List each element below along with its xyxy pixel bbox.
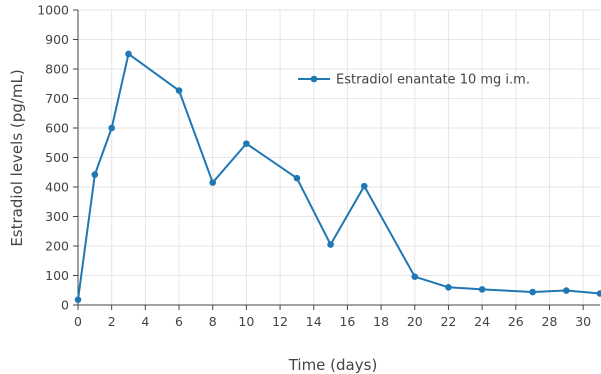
- data-point: [125, 50, 132, 58]
- series-group: [74, 50, 601, 303]
- data-point: [445, 284, 452, 291]
- y-tick-label: 800: [45, 62, 69, 77]
- x-tick-label: 6: [175, 314, 183, 329]
- y-tick-label: 1000: [37, 3, 69, 18]
- x-tick-label: 26: [508, 314, 524, 329]
- x-tick-label: 8: [209, 314, 217, 329]
- data-point: [529, 288, 536, 296]
- x-tick-label: 12: [272, 314, 288, 329]
- data-point: [108, 124, 115, 132]
- x-axis-title: Time (days): [288, 356, 378, 374]
- legend-swatch-marker: [310, 75, 318, 83]
- data-point: [209, 179, 217, 186]
- data-point: [411, 273, 419, 280]
- y-axis-ticks: 0 100 200 300 400 500 600 700 800 900 1000: [37, 3, 78, 313]
- x-axis-ticks: 0 2 4 6 8 10 12 14 16 18 20 22 24 26 28 30: [74, 305, 591, 329]
- y-tick-label: 600: [45, 121, 69, 136]
- legend-label: Estradiol enantate 10 mg i.m.: [336, 73, 530, 88]
- grid-lines: [78, 9, 600, 305]
- legend: Estradiol enantate 10 mg i.m.: [298, 73, 530, 88]
- data-point: [563, 287, 570, 294]
- data-point: [293, 174, 301, 182]
- data-point: [91, 171, 99, 178]
- y-tick-label: 100: [45, 268, 69, 283]
- x-tick-label: 18: [373, 314, 389, 329]
- y-tick-label: 0: [61, 298, 69, 313]
- y-tick-label: 900: [45, 32, 69, 47]
- data-point: [596, 290, 601, 297]
- y-tick-label: 700: [45, 91, 69, 106]
- y-tick-label: 500: [45, 150, 69, 165]
- data-point: [74, 296, 82, 303]
- x-tick-label: 28: [542, 314, 558, 329]
- x-tick-label: 20: [407, 314, 423, 329]
- x-tick-label: 4: [141, 314, 149, 329]
- x-tick-label: 14: [306, 314, 322, 329]
- y-tick-label: 200: [45, 239, 69, 254]
- x-tick-label: 16: [339, 314, 355, 329]
- data-point: [243, 140, 250, 147]
- y-tick-label: 300: [45, 209, 69, 224]
- x-tick-label: 2: [108, 314, 116, 329]
- x-tick-label: 24: [474, 314, 490, 329]
- data-point: [360, 182, 368, 190]
- y-tick-label: 400: [45, 180, 69, 195]
- data-point: [327, 241, 334, 248]
- x-tick-label: 22: [440, 314, 456, 329]
- x-tick-label: 10: [238, 314, 254, 329]
- y-axis-title: Estradiol levels (pg/mL): [8, 69, 26, 246]
- x-tick-label: 30: [575, 314, 591, 329]
- series-line: [77, 52, 601, 300]
- data-point: [478, 286, 486, 293]
- data-point: [175, 87, 183, 94]
- x-tick-label: 0: [74, 314, 82, 329]
